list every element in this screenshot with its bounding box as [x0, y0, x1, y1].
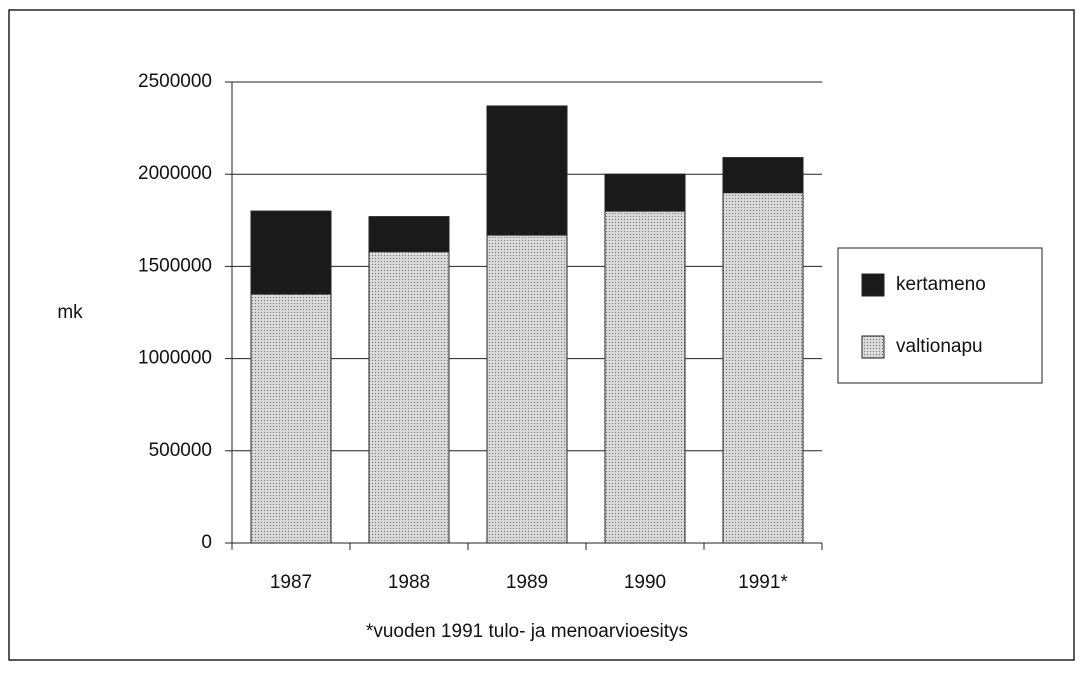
- legend-swatch: [861, 335, 885, 359]
- y-tick-label: 500000: [149, 440, 212, 461]
- y-tick-label: 2500000: [138, 71, 212, 92]
- y-tick-label: 2000000: [138, 163, 212, 184]
- bar-segment: [722, 157, 804, 194]
- bar-segment: [486, 234, 568, 544]
- x-tick-label: 1988: [388, 572, 430, 593]
- bar-segment: [250, 210, 332, 295]
- frame: [8, 9, 1075, 661]
- legend-box: [837, 247, 1043, 384]
- bar-segment: [250, 293, 332, 544]
- x-tick-label: 1987: [270, 572, 312, 593]
- y-tick-label: 0: [201, 532, 212, 553]
- x-tick-label: 1989: [506, 572, 548, 593]
- bar-segment: [604, 173, 686, 212]
- y-tick-label: 1000000: [138, 348, 212, 369]
- note: *vuoden 1991 tulo- ja menoarvioesitys: [366, 621, 688, 642]
- legend-swatch: [861, 273, 885, 297]
- bar-segment: [368, 251, 450, 544]
- legend-label: kertameno: [896, 274, 986, 295]
- bar-segment: [486, 105, 568, 236]
- bar-segment: [604, 210, 686, 544]
- bar-segment: [368, 216, 450, 253]
- y-tick-label: 1500000: [138, 255, 212, 276]
- legend-label: valtionapu: [896, 336, 983, 357]
- x-tick-label: 1990: [624, 572, 666, 593]
- x-tick-label: 1991*: [738, 572, 788, 593]
- bar-segment: [722, 192, 804, 544]
- y-axis-label: mk: [57, 302, 83, 323]
